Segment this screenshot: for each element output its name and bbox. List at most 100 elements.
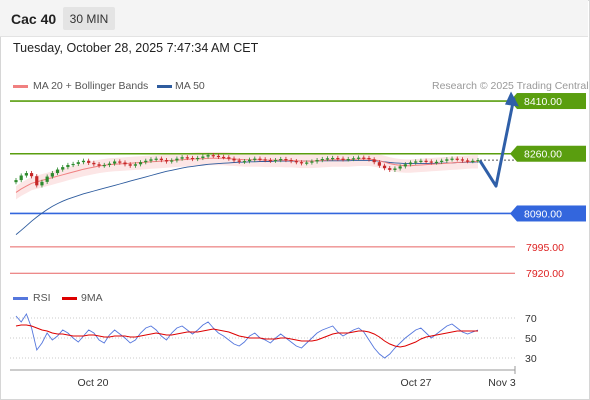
candle-body bbox=[102, 164, 106, 167]
candle-body bbox=[357, 157, 361, 159]
candle-body bbox=[331, 157, 335, 160]
rsi-line bbox=[15, 313, 479, 359]
candle-body bbox=[123, 162, 127, 165]
candle-body bbox=[372, 159, 376, 163]
candle-body bbox=[263, 159, 267, 161]
ma50-line bbox=[15, 159, 479, 235]
level-tag bbox=[517, 145, 586, 162]
candle-body bbox=[45, 176, 49, 182]
candle-body bbox=[237, 160, 241, 162]
candle-body bbox=[81, 160, 86, 163]
candle-body bbox=[175, 158, 179, 161]
rsi-legend-label: RSI bbox=[33, 292, 51, 304]
rsi-tick-label: 70 bbox=[525, 313, 537, 325]
candle-body bbox=[445, 159, 449, 161]
candle-body bbox=[367, 157, 371, 160]
x-tick-label: Oct 20 bbox=[78, 377, 109, 389]
candle-body bbox=[29, 173, 34, 177]
candle-body bbox=[382, 165, 387, 169]
candle-body bbox=[424, 160, 428, 162]
candle-body bbox=[14, 180, 18, 183]
candle-body bbox=[87, 160, 91, 163]
candle-body bbox=[320, 159, 324, 161]
candle-body bbox=[97, 164, 101, 166]
candle-body bbox=[247, 159, 252, 162]
level-tag bbox=[517, 205, 586, 222]
level-label: 8090.00 bbox=[524, 208, 562, 220]
candle-body bbox=[476, 160, 480, 162]
candle-body bbox=[429, 161, 433, 163]
level-tag-pointer bbox=[510, 205, 517, 222]
candle-body bbox=[201, 156, 205, 158]
candle-body bbox=[408, 162, 413, 165]
candle-body bbox=[50, 173, 54, 177]
candle-body bbox=[403, 164, 407, 167]
candle-body bbox=[113, 161, 117, 164]
candle-body bbox=[315, 160, 319, 162]
candle-body bbox=[341, 158, 345, 160]
header-bar: Cac 40 30 MIN bbox=[0, 0, 588, 37]
candle-body bbox=[35, 176, 39, 186]
candle-body bbox=[159, 158, 163, 161]
ma50-legend-swatch bbox=[157, 85, 172, 88]
candle-body bbox=[398, 166, 402, 169]
9ma-legend-label: 9MA bbox=[81, 292, 103, 304]
candle-body bbox=[305, 162, 309, 164]
candle-body bbox=[268, 160, 272, 162]
candle-body bbox=[455, 158, 459, 160]
candle-body bbox=[377, 162, 381, 166]
candle-body bbox=[393, 168, 397, 170]
candle-body bbox=[460, 159, 465, 161]
candle-body bbox=[419, 160, 423, 162]
candle-body bbox=[336, 157, 340, 160]
candle-body bbox=[71, 163, 75, 166]
candle-body bbox=[310, 161, 314, 163]
candle-body bbox=[325, 158, 330, 160]
ma20-legend-label: MA 20 + Bollinger Bands bbox=[33, 80, 149, 92]
projection-arrow bbox=[478, 97, 516, 188]
candle-body bbox=[216, 155, 221, 158]
candle-body bbox=[128, 164, 132, 166]
candle-body bbox=[351, 158, 356, 160]
rsi-legend-swatch bbox=[13, 297, 28, 300]
ma50-legend-label: MA 50 bbox=[175, 80, 205, 92]
candle-body bbox=[170, 160, 174, 162]
projection-arrowhead bbox=[505, 91, 519, 107]
candles bbox=[14, 153, 480, 188]
candle-body bbox=[466, 160, 470, 162]
candle-body bbox=[107, 163, 112, 165]
timeframe-button[interactable]: 30 MIN bbox=[63, 7, 115, 30]
candle-body bbox=[273, 160, 278, 162]
candle-body bbox=[440, 160, 444, 162]
candle-body bbox=[299, 162, 304, 164]
candle-body bbox=[180, 157, 184, 159]
candle-body bbox=[346, 159, 350, 161]
9ma-legend-swatch bbox=[62, 297, 77, 300]
ma20-legend-swatch bbox=[13, 85, 28, 88]
level-label: 8260.00 bbox=[524, 149, 562, 161]
candle-body bbox=[279, 159, 283, 161]
level-label: 8410.00 bbox=[524, 96, 562, 108]
copyright-notice: Research © 2025 Trading Central bbox=[432, 80, 589, 92]
instrument-title: Cac 40 bbox=[11, 11, 57, 27]
candle-body bbox=[66, 164, 70, 168]
candle-body bbox=[362, 157, 366, 159]
candle-body bbox=[222, 156, 226, 159]
candle-body bbox=[450, 158, 454, 160]
candle-body bbox=[190, 157, 195, 160]
candle-body bbox=[76, 162, 80, 164]
candle-body bbox=[253, 158, 257, 160]
candle-body bbox=[133, 164, 137, 166]
ma20-line bbox=[15, 157, 478, 193]
candle-body bbox=[164, 160, 169, 162]
candle-body bbox=[227, 157, 231, 159]
x-tick-label: Oct 27 bbox=[401, 377, 432, 389]
candle-body bbox=[55, 169, 60, 174]
candle-body bbox=[232, 158, 236, 161]
candle-body bbox=[118, 161, 122, 163]
bollinger-band bbox=[16, 152, 478, 200]
candle-body bbox=[149, 159, 153, 161]
candle-body bbox=[388, 168, 392, 170]
